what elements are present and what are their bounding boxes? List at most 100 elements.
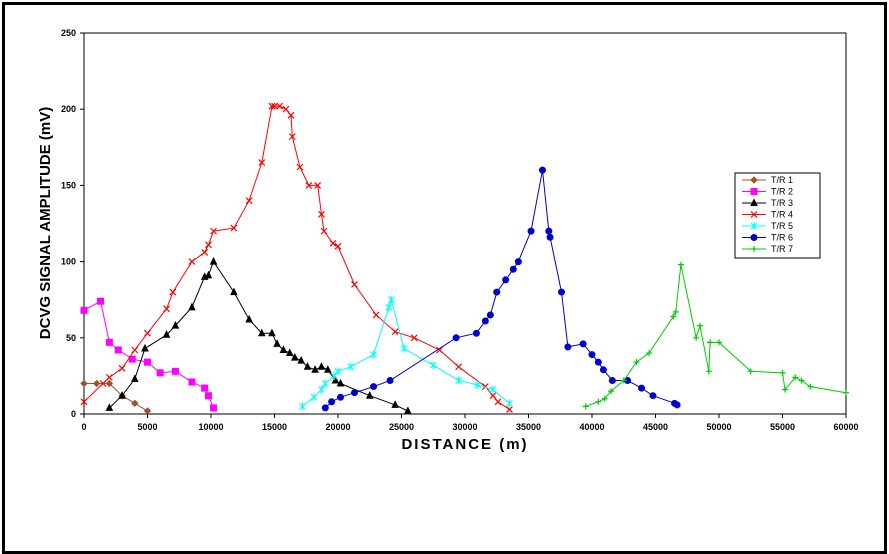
x-tick-label: 0: [81, 422, 86, 432]
data-point: [486, 311, 494, 319]
data-point: [386, 376, 394, 384]
data-point: [285, 348, 294, 357]
data-point: [204, 270, 213, 279]
data-point: [579, 340, 587, 348]
data-point: [672, 308, 679, 315]
data-point: [331, 375, 340, 384]
data-point: [670, 313, 677, 320]
data-point: [538, 166, 546, 174]
y-tick-label: 250: [61, 28, 76, 38]
data-point: [455, 376, 463, 385]
data-point: [268, 328, 276, 337]
data-point: [99, 380, 107, 387]
data-point: [677, 261, 684, 268]
data-point: [324, 365, 332, 373]
data-point: [633, 359, 640, 366]
y-tick-label: 100: [61, 257, 76, 267]
data-point: [673, 401, 681, 409]
legend-item-6: T/R 6: [742, 233, 793, 243]
data-point: [97, 297, 105, 305]
data-point: [118, 364, 126, 372]
data-point: [716, 339, 722, 346]
data-point: [305, 181, 313, 189]
data-point: [162, 330, 171, 338]
data-point: [410, 334, 418, 342]
legend-item-7: T/R 7: [742, 244, 793, 254]
x-tick-label: 40000: [579, 422, 604, 432]
y-tick-label: 50: [66, 333, 76, 343]
data-point: [481, 317, 489, 325]
x-tick-label: 50000: [706, 422, 731, 432]
data-point: [429, 361, 437, 370]
legend-item-2: T/R 2: [742, 187, 793, 197]
data-point: [387, 295, 395, 304]
data-point: [493, 288, 501, 296]
data-point: [509, 265, 517, 273]
data-point: [436, 346, 444, 354]
legend-label: T/R 3: [771, 198, 793, 208]
data-point: [489, 392, 497, 400]
y-tick-label: 200: [61, 104, 76, 114]
data-point: [595, 398, 602, 405]
data-point: [807, 383, 814, 390]
data-point: [370, 350, 377, 359]
data-point: [588, 351, 596, 359]
data-point: [276, 102, 284, 110]
data-point: [782, 386, 789, 393]
data-point: [163, 305, 170, 313]
data-point: [693, 334, 700, 341]
legend: T/R 1 T/R 2T/R 3 T/R 4T/R 5 T/R 6T/R 7: [734, 172, 821, 259]
data-point: [351, 281, 358, 288]
legend-marker: [751, 246, 757, 252]
data-point: [514, 258, 522, 266]
data-point: [455, 363, 463, 371]
data-point: [334, 242, 342, 250]
x-tick-label: 25000: [389, 422, 414, 432]
legend-marker: [750, 234, 758, 241]
data-point: [843, 389, 849, 396]
data-point: [472, 329, 480, 337]
data-point: [210, 227, 217, 235]
data-point: [608, 388, 615, 395]
data-point: [188, 302, 196, 311]
x-tick-label: 20000: [325, 422, 350, 432]
data-point: [131, 399, 139, 408]
data-point: [582, 403, 589, 410]
data-point: [320, 227, 328, 235]
data-point: [201, 384, 209, 392]
data-point: [336, 378, 345, 387]
x-tick-label: 15000: [262, 422, 287, 432]
legend-label: T/R 2: [771, 187, 793, 197]
data-point: [474, 381, 482, 390]
data-point: [268, 102, 276, 110]
series-3: [105, 256, 412, 414]
x-tick-label: 45000: [643, 422, 668, 432]
data-point: [144, 358, 151, 366]
data-point: [271, 102, 278, 110]
data-point: [318, 385, 325, 394]
data-point: [311, 365, 319, 373]
data-point: [288, 133, 296, 141]
x-axis-title: DISTANCE (m): [401, 436, 528, 453]
data-point: [317, 362, 326, 370]
series-7: [582, 261, 849, 410]
series-5: [299, 295, 513, 411]
data-point: [370, 383, 378, 391]
y-axis-title: DCVG SIGNAL AMPLITUDE (mV): [37, 107, 54, 340]
data-point: [210, 404, 218, 412]
data-point: [282, 105, 290, 113]
legend-marker: [750, 176, 758, 184]
data-point: [105, 373, 113, 381]
data-point: [303, 362, 312, 370]
x-tick-label: 10000: [198, 422, 223, 432]
data-point: [707, 339, 714, 346]
data-point: [546, 233, 554, 241]
data-point: [287, 111, 295, 119]
x-tick-label: 55000: [770, 422, 795, 432]
data-point: [105, 338, 113, 346]
data-point: [452, 334, 460, 342]
data-point: [506, 406, 513, 413]
series-line-7: [585, 264, 847, 407]
data-point: [144, 329, 151, 337]
